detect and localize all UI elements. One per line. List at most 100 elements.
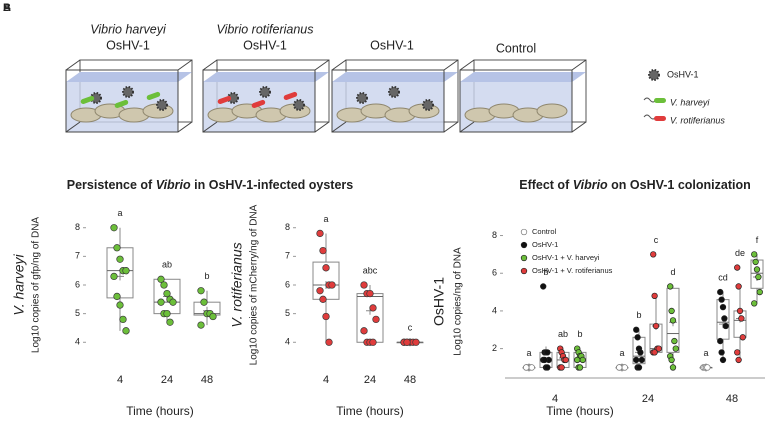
title-part: Vibrio bbox=[156, 178, 191, 192]
point bbox=[751, 251, 758, 258]
point bbox=[672, 345, 679, 352]
tank-edge bbox=[443, 59, 459, 71]
tank-edge bbox=[65, 59, 81, 71]
virus bbox=[122, 86, 134, 98]
point bbox=[738, 315, 745, 322]
scene-title: Vibrio harveyi bbox=[90, 22, 167, 36]
legend-label: Control bbox=[532, 227, 557, 236]
point bbox=[704, 364, 711, 371]
bacteria-icon bbox=[654, 116, 666, 121]
point bbox=[369, 304, 377, 312]
point bbox=[122, 327, 130, 335]
significance-letter: cd bbox=[718, 272, 728, 282]
point bbox=[122, 267, 130, 275]
point bbox=[209, 312, 217, 321]
tank-water-top bbox=[460, 72, 586, 82]
scene-title: OsHV-1 bbox=[243, 38, 287, 52]
point bbox=[562, 356, 569, 364]
tank-edge bbox=[459, 121, 475, 133]
significance-letter: c bbox=[408, 323, 413, 333]
point bbox=[717, 337, 724, 345]
tank-edge bbox=[177, 121, 193, 133]
y-tick-label: 4 bbox=[492, 305, 497, 315]
legend-marker bbox=[520, 228, 528, 236]
significance-letter: b bbox=[543, 267, 548, 277]
point bbox=[633, 356, 640, 364]
x-tick-label: 4 bbox=[552, 393, 558, 405]
point bbox=[360, 327, 368, 335]
bacteria bbox=[251, 99, 266, 108]
tank-edge bbox=[314, 59, 330, 71]
point bbox=[163, 309, 171, 318]
point bbox=[719, 356, 727, 364]
point bbox=[721, 315, 728, 322]
oyster bbox=[536, 103, 568, 119]
legend-label: OsHV-1 + V. harveyi bbox=[532, 253, 600, 262]
y-tick-label: 4 bbox=[75, 337, 80, 347]
point bbox=[735, 356, 742, 364]
point bbox=[110, 272, 118, 281]
point bbox=[319, 246, 327, 255]
point bbox=[634, 334, 641, 341]
point bbox=[325, 338, 333, 346]
legend-marker bbox=[520, 267, 528, 275]
legend-label: OsHV-1 + V. rotiferianus bbox=[532, 266, 613, 275]
legend-label: V. harveyi bbox=[670, 97, 710, 107]
x-tick-label: 24 bbox=[642, 393, 654, 405]
tank-water-top bbox=[203, 72, 329, 82]
significance-letter: b bbox=[204, 271, 209, 281]
x-axis-title: Time (hours) bbox=[126, 404, 194, 418]
significance-letter: de bbox=[735, 248, 745, 258]
diagram: Vibrio harveyi OsHV-1 Vibrio rotiferianu… bbox=[65, 22, 725, 133]
point bbox=[403, 338, 411, 346]
virus bbox=[422, 99, 434, 111]
significance-letter: c bbox=[654, 235, 659, 245]
tank-edge bbox=[331, 121, 347, 133]
tank-edge bbox=[65, 121, 81, 133]
x-tick-label: 24 bbox=[364, 374, 376, 386]
virus bbox=[293, 99, 305, 111]
bacteria bbox=[283, 91, 298, 100]
panel-label: A bbox=[3, 2, 11, 14]
title-part: Effect of bbox=[519, 178, 572, 192]
y-axis-title: Log10 copies/ng of DNA bbox=[453, 247, 464, 356]
bacteria bbox=[80, 95, 95, 104]
y-tick-label: 6 bbox=[75, 279, 80, 289]
point bbox=[671, 337, 678, 345]
point bbox=[316, 287, 324, 295]
point bbox=[650, 251, 657, 258]
y-tick-label: 7 bbox=[285, 251, 290, 261]
x-tick-label: 4 bbox=[117, 374, 123, 386]
tank-edge bbox=[314, 121, 330, 133]
significance-letter: ab bbox=[558, 329, 568, 339]
point bbox=[652, 322, 660, 330]
bacteria-icon bbox=[643, 97, 657, 103]
significance-letter: d bbox=[670, 267, 675, 277]
point bbox=[616, 364, 623, 371]
y-tick-label: 5 bbox=[75, 308, 80, 318]
significance-letter: a bbox=[323, 214, 328, 224]
point bbox=[360, 281, 368, 289]
point bbox=[160, 281, 168, 289]
x-tick-label: 24 bbox=[161, 374, 173, 386]
virus-icon bbox=[648, 69, 660, 81]
y-tick-label: 6 bbox=[492, 268, 497, 278]
tank-edge bbox=[571, 121, 587, 133]
point bbox=[316, 229, 324, 238]
virus bbox=[388, 86, 400, 98]
title-part: Persistence of bbox=[67, 178, 156, 192]
point bbox=[579, 356, 586, 364]
bacteria bbox=[114, 99, 129, 108]
legend-label: OsHV-1 bbox=[532, 240, 558, 249]
point bbox=[541, 356, 548, 364]
point bbox=[717, 288, 724, 296]
point bbox=[412, 338, 420, 346]
point bbox=[366, 289, 374, 298]
point bbox=[528, 364, 535, 371]
point bbox=[751, 300, 758, 307]
x-tick-label: 48 bbox=[726, 393, 738, 405]
y-tick-label: 5 bbox=[285, 308, 290, 318]
point bbox=[544, 364, 551, 371]
point bbox=[651, 292, 658, 299]
point bbox=[735, 283, 742, 290]
